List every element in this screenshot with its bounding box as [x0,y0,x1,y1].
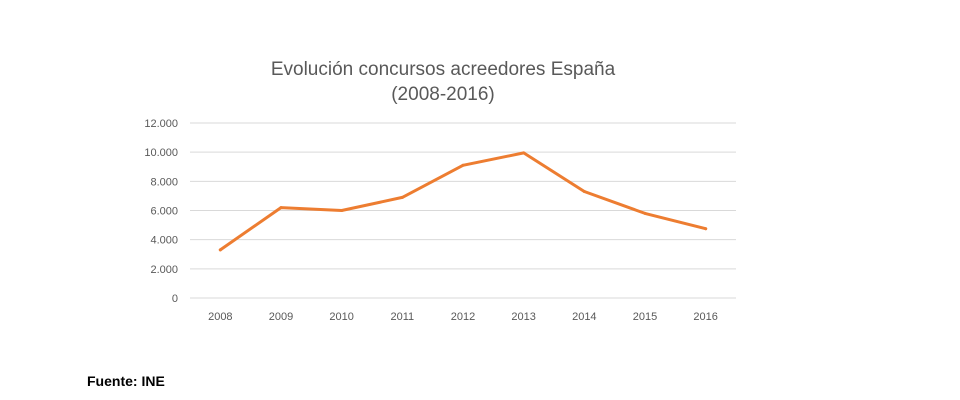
y-tick-label: 4.000 [150,235,178,247]
data-point [400,195,404,199]
data-point [279,206,283,210]
x-tick-label: 2009 [269,311,293,323]
data-point [704,227,708,231]
y-tick-label: 10.000 [144,147,178,159]
y-tick-label: 2.000 [150,264,178,276]
data-point [522,151,526,155]
y-tick-label: 8.000 [150,176,178,188]
source-note: Fuente: INE [87,373,165,389]
x-tick-label: 2013 [511,311,535,323]
data-point [461,163,465,167]
chart-title-line-1: Evolución concursos acreedores España [271,59,616,80]
data-point [218,248,222,252]
series-group [218,151,708,252]
y-tick-label: 12.000 [144,118,178,130]
x-tick-label: 2016 [693,311,717,323]
y-tick-label: 6.000 [150,206,178,218]
gridlines [190,122,736,299]
x-tick-label: 2011 [391,311,415,323]
x-tick-label: 2010 [329,311,353,323]
x-tick-label: 2012 [451,311,475,323]
x-tick-label: 2014 [572,311,596,323]
chart-title-line-2: (2008-2016) [391,84,495,105]
data-point [582,190,586,194]
y-axis-tick-labels: 0 2.000 4.000 6.000 8.000 10.000 12.000 [144,118,178,305]
data-point [340,209,344,212]
x-tick-label: 2008 [208,311,232,323]
x-axis-tick-labels: 2008 2009 2010 2011 2012 2013 2014 2015 2016 [208,311,718,323]
data-point [643,211,647,215]
x-tick-label: 2015 [633,311,657,323]
y-tick-label: 0 [172,293,178,305]
series-line [218,151,708,252]
